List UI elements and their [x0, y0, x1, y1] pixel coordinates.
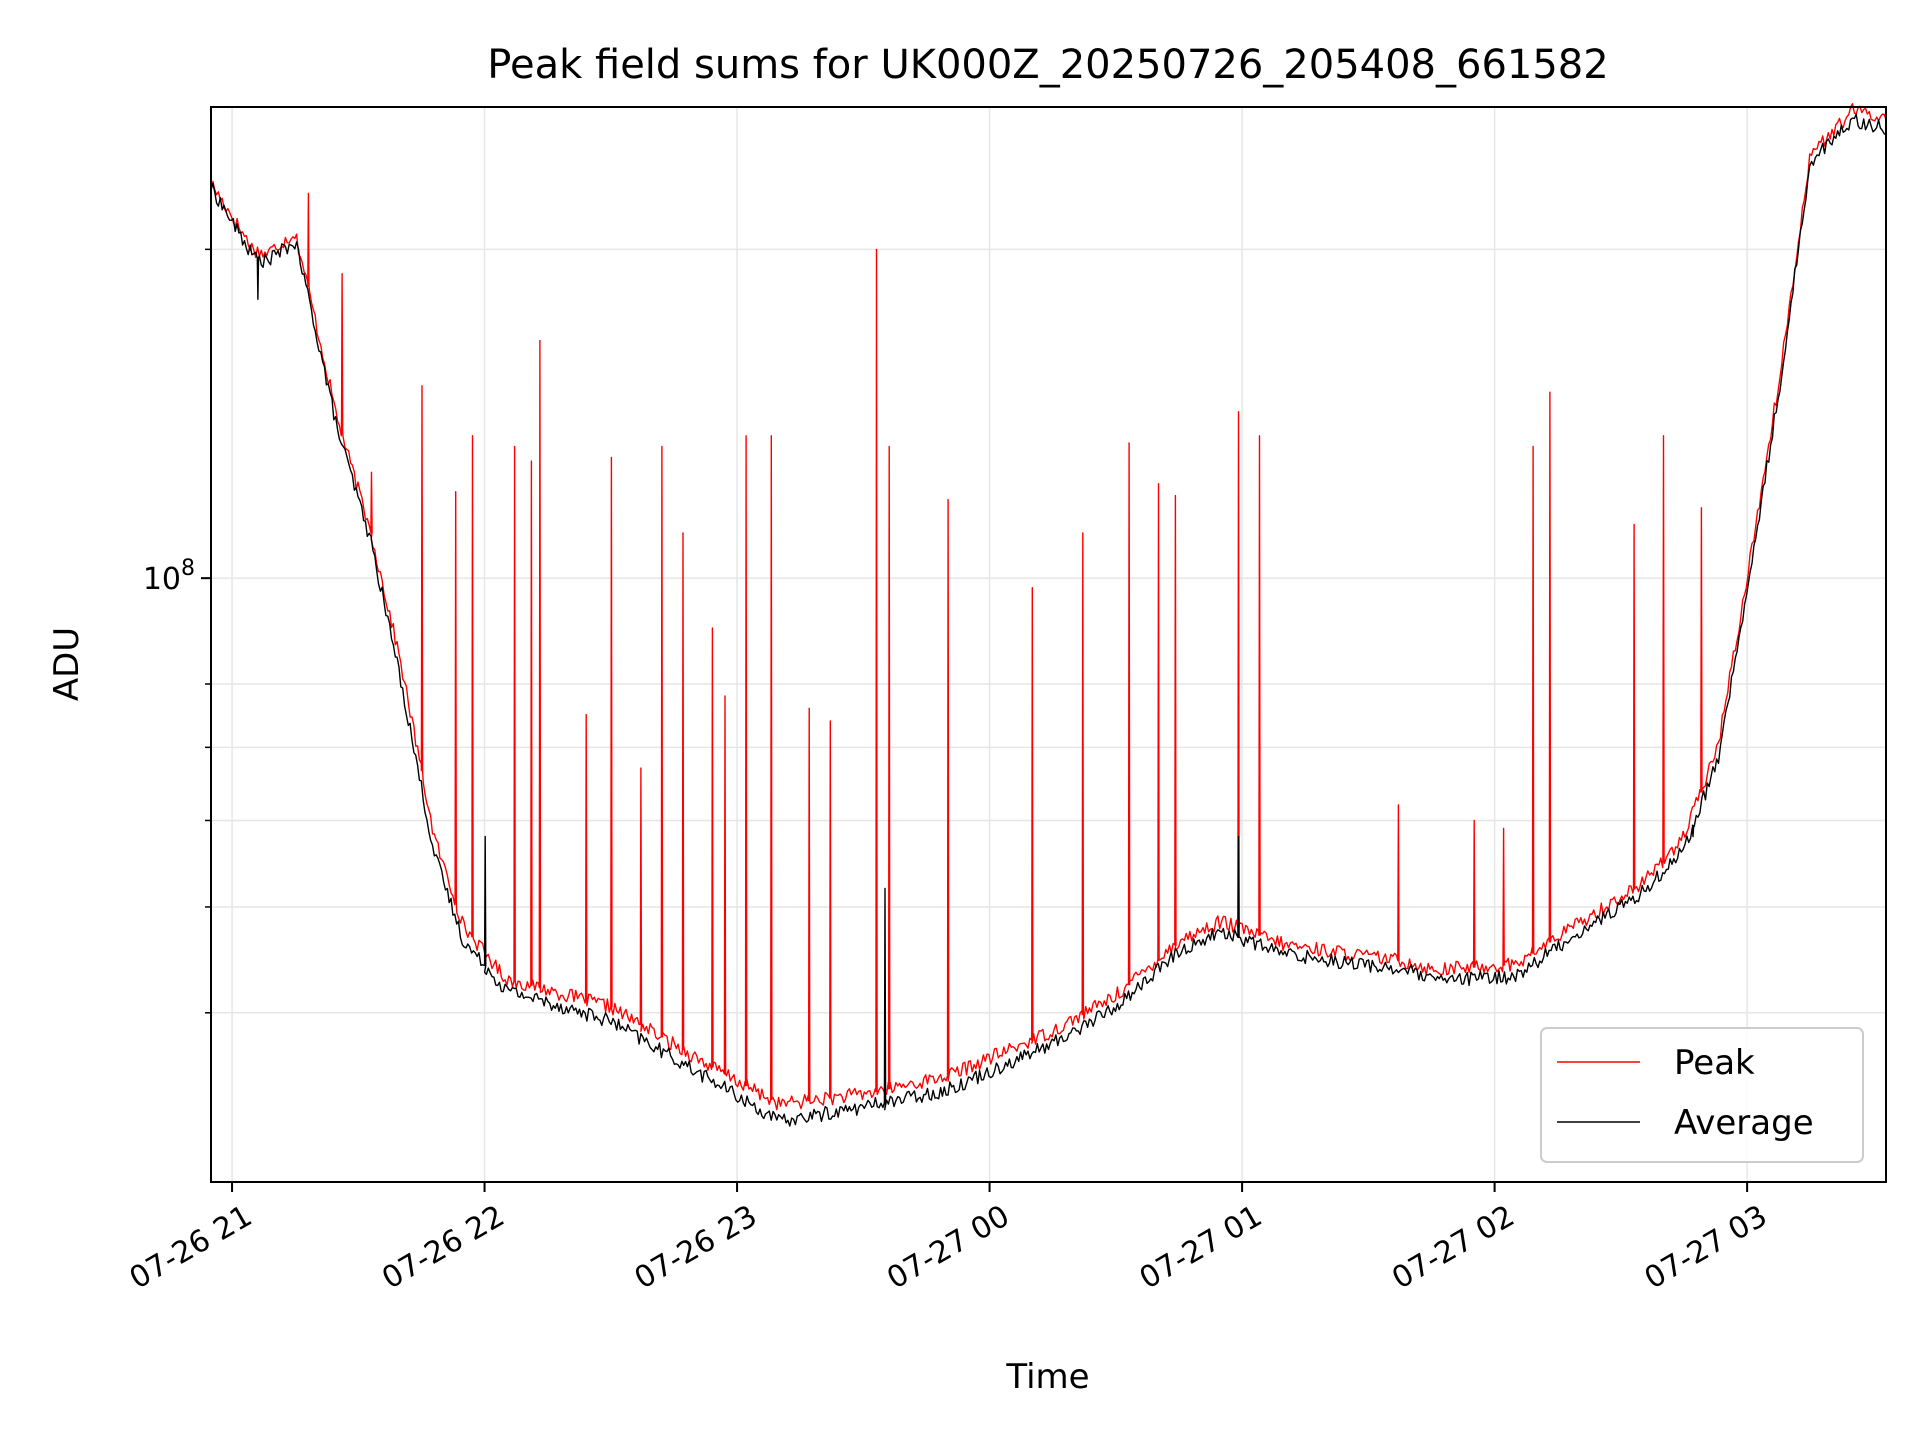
y-axis-label: ADU	[47, 627, 87, 701]
chart-title: Peak field sums for UK000Z_20250726_2054…	[487, 42, 1608, 88]
series-line-average	[210, 113, 1887, 1127]
series-line-peak	[210, 103, 1887, 1111]
series-lines	[210, 103, 1887, 1127]
legend-label-peak: Peak	[1674, 1043, 1755, 1083]
plot-frame	[210, 106, 1887, 1183]
legend-label-average: Average	[1674, 1103, 1814, 1143]
x-axis-label: Time	[1005, 1357, 1089, 1397]
legend: Peak Average	[1540, 1027, 1864, 1163]
